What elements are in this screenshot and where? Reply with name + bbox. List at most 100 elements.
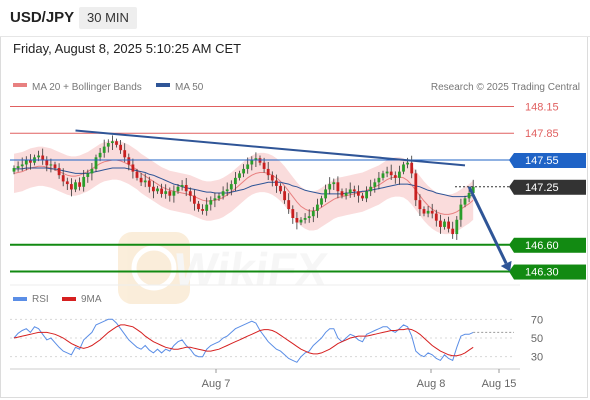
candle bbox=[70, 178, 73, 197]
level-label-4: 146.60 bbox=[525, 240, 559, 252]
candle bbox=[115, 138, 118, 148]
candle bbox=[152, 180, 155, 199]
candle bbox=[12, 165, 16, 175]
candle bbox=[270, 171, 274, 187]
candle bbox=[377, 171, 381, 190]
candle bbox=[147, 176, 151, 193]
candle bbox=[188, 187, 192, 202]
level-tag bbox=[514, 264, 586, 280]
candle bbox=[250, 156, 254, 171]
rsi-tick-label: 50 bbox=[531, 333, 543, 345]
candle bbox=[414, 169, 418, 207]
candle bbox=[234, 171, 237, 192]
candle bbox=[348, 182, 352, 198]
level-label-0: 148.15 bbox=[525, 101, 559, 113]
candle bbox=[434, 209, 438, 227]
rsi-legend-label: RSI bbox=[32, 294, 49, 305]
candle bbox=[328, 177, 332, 195]
level-label-3: 147.25 bbox=[525, 182, 559, 194]
watermark-logo bbox=[118, 232, 190, 304]
candle bbox=[90, 163, 94, 181]
candle bbox=[53, 161, 57, 171]
rsi-tick-label: 70 bbox=[531, 314, 543, 326]
rsi-legend: RSI 9MA bbox=[13, 294, 102, 305]
candle bbox=[74, 179, 77, 193]
candle bbox=[381, 170, 385, 181]
candle bbox=[180, 180, 184, 191]
candle bbox=[135, 168, 139, 181]
research-credit: Research © 2025 Trading Central bbox=[431, 82, 580, 93]
x-tick-label: Aug 15 bbox=[482, 378, 517, 390]
x-tick-label: Aug 7 bbox=[202, 378, 231, 390]
candle bbox=[311, 207, 315, 223]
symbol-label[interactable]: USD/JPY bbox=[10, 9, 75, 26]
candle bbox=[316, 198, 319, 218]
candle bbox=[459, 198, 463, 227]
candle bbox=[439, 214, 442, 234]
candle bbox=[57, 163, 61, 179]
candle bbox=[78, 177, 81, 191]
candle bbox=[213, 192, 217, 208]
candle bbox=[283, 186, 286, 204]
level-label-5: 146.30 bbox=[525, 267, 559, 279]
candle bbox=[65, 177, 69, 190]
candle bbox=[193, 189, 196, 211]
candle bbox=[455, 216, 459, 240]
candle bbox=[164, 184, 168, 199]
rsi-ma-legend-label: 9MA bbox=[81, 294, 102, 305]
candle bbox=[160, 183, 163, 198]
candle bbox=[82, 169, 86, 192]
rsi-tick-label: 30 bbox=[531, 352, 543, 364]
candle bbox=[426, 206, 430, 218]
candle bbox=[336, 176, 340, 199]
rsi-ma-swatch bbox=[62, 297, 76, 301]
candle bbox=[131, 158, 135, 179]
candle bbox=[463, 195, 467, 208]
level-tag bbox=[514, 153, 586, 168]
candle bbox=[94, 154, 98, 172]
candle bbox=[225, 182, 229, 197]
level-tag bbox=[514, 179, 586, 195]
candle bbox=[430, 203, 434, 219]
candle bbox=[369, 179, 373, 197]
watermark-text: WikiFX bbox=[171, 243, 331, 295]
timeframe-button[interactable]: 30 MIN bbox=[79, 7, 137, 29]
ma20-swatch bbox=[13, 83, 27, 87]
timestamp: Friday, August 8, 2025 5:10:25 AM CET bbox=[13, 41, 242, 56]
candle bbox=[361, 193, 364, 202]
candle bbox=[357, 185, 360, 203]
candle bbox=[324, 184, 327, 203]
candle bbox=[398, 165, 401, 185]
bollinger-band bbox=[14, 140, 474, 235]
candle bbox=[127, 153, 131, 171]
candle bbox=[385, 166, 389, 178]
candle bbox=[447, 216, 450, 233]
candle bbox=[303, 213, 307, 224]
ma20-legend-label: MA 20 + Bollinger Bands bbox=[32, 82, 142, 93]
price-levels: 148.15 147.85 147.55 147.25 146.60 146.30 bbox=[10, 101, 586, 280]
candle bbox=[340, 188, 344, 199]
candle bbox=[221, 186, 225, 200]
price-chart bbox=[12, 135, 475, 240]
candle bbox=[102, 139, 106, 158]
rsi-panel: 70 50 30 bbox=[10, 314, 543, 364]
candle bbox=[106, 139, 110, 153]
candle bbox=[344, 188, 348, 200]
candle bbox=[176, 184, 180, 194]
header-bar: USD/JPY 30 MIN bbox=[0, 0, 590, 37]
candle bbox=[139, 173, 143, 187]
main-legend: MA 20 + Bollinger Bands MA 50 Research ©… bbox=[13, 82, 580, 93]
level-label-1: 147.85 bbox=[525, 128, 559, 140]
candle bbox=[451, 221, 455, 239]
candle bbox=[41, 148, 45, 165]
rsi-line bbox=[13, 318, 474, 363]
rsi-swatch bbox=[13, 297, 27, 301]
candle bbox=[205, 197, 209, 216]
level-label-2: 147.55 bbox=[525, 155, 559, 167]
candle bbox=[242, 164, 245, 178]
candle bbox=[393, 171, 397, 184]
candle bbox=[307, 209, 311, 223]
rsi-ma-line bbox=[13, 324, 474, 357]
watermark: WikiFX bbox=[118, 232, 331, 304]
